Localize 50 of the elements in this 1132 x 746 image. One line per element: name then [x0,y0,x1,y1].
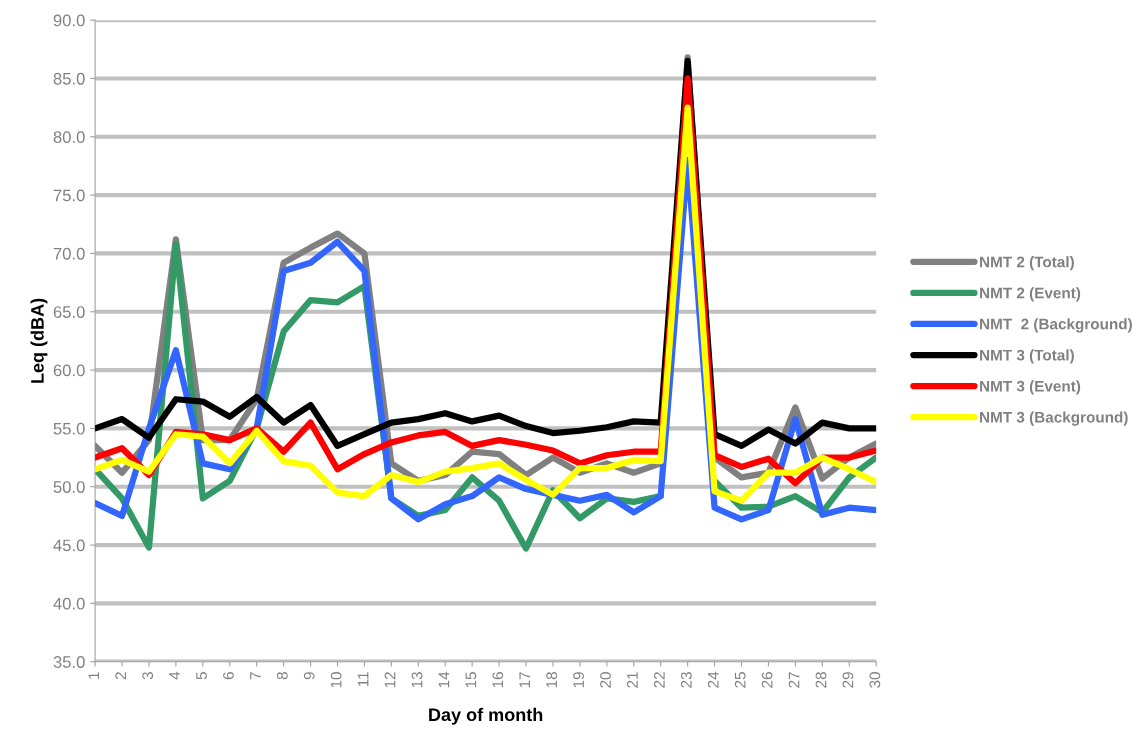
x-tick-label: 11 [357,672,369,687]
x-tick-label: 29 [842,672,854,688]
x-tick-label: 13 [411,672,423,688]
x-tick-label: 3 [142,672,154,680]
y-tick-label: 60.0 [53,364,85,377]
x-tick-label: 2 [115,672,126,680]
legend-label: NMT 3 (Total) [980,349,1074,364]
legend-label: NMT 2 (Total) [980,256,1074,271]
x-tick-label: 6 [223,672,234,680]
y-tick-label: 40.0 [53,597,85,610]
x-tick-label: 21 [627,672,638,688]
y-tick-label: 70.0 [53,247,85,260]
x-tick-label: 27 [788,672,800,688]
x-tick-label: 9 [303,672,315,680]
legend-label: NMT 2 (Background) [980,318,1132,333]
x-tick-label: 26 [761,672,773,688]
x-tick-label: 28 [815,672,827,688]
x-tick-label: 30 [869,672,881,688]
y-tick-label: 55.0 [53,422,85,435]
x-axis-title: Day of month [429,707,543,725]
x-tick-label: 12 [384,672,396,688]
x-tick-label: 17 [519,672,530,688]
x-tick-label: 4 [169,671,180,680]
x-tick-label: 15 [465,672,477,688]
legend-label: NMT 3 (Background) [980,411,1128,426]
x-tick-label: 1 [88,672,100,679]
y-tick-label: 45.0 [53,539,85,552]
x-tick-label: 19 [573,672,584,688]
x-tick-label: 22 [653,672,665,688]
y-tick-label: 80.0 [53,131,85,143]
y-tick-label: 90.0 [53,14,85,27]
x-tick-label: 14 [438,671,450,688]
legend-label: NMT 3 (Event) [980,380,1081,395]
x-tick-label: 25 [734,672,746,688]
x-tick-label: 18 [546,672,558,688]
x-tick-label: 7 [250,672,261,680]
y-axis-title: Leq (dBA) [30,298,48,383]
y-tick-label: 75.0 [53,189,85,202]
y-tick-label: 85.0 [53,72,85,85]
x-tick-label: 8 [276,672,288,680]
x-tick-label: 20 [600,672,611,688]
y-tick-label: 50.0 [53,481,85,493]
legend-label: NMT 2 (Event) [980,287,1081,302]
x-tick-label: 10 [330,672,342,688]
x-tick-label: 16 [492,672,504,688]
x-tick-label: 24 [707,671,719,688]
y-tick-label: 35.0 [53,656,85,668]
x-tick-label: 5 [196,672,207,680]
x-tick-label: 23 [680,672,692,688]
y-tick-label: 65.0 [53,306,85,318]
